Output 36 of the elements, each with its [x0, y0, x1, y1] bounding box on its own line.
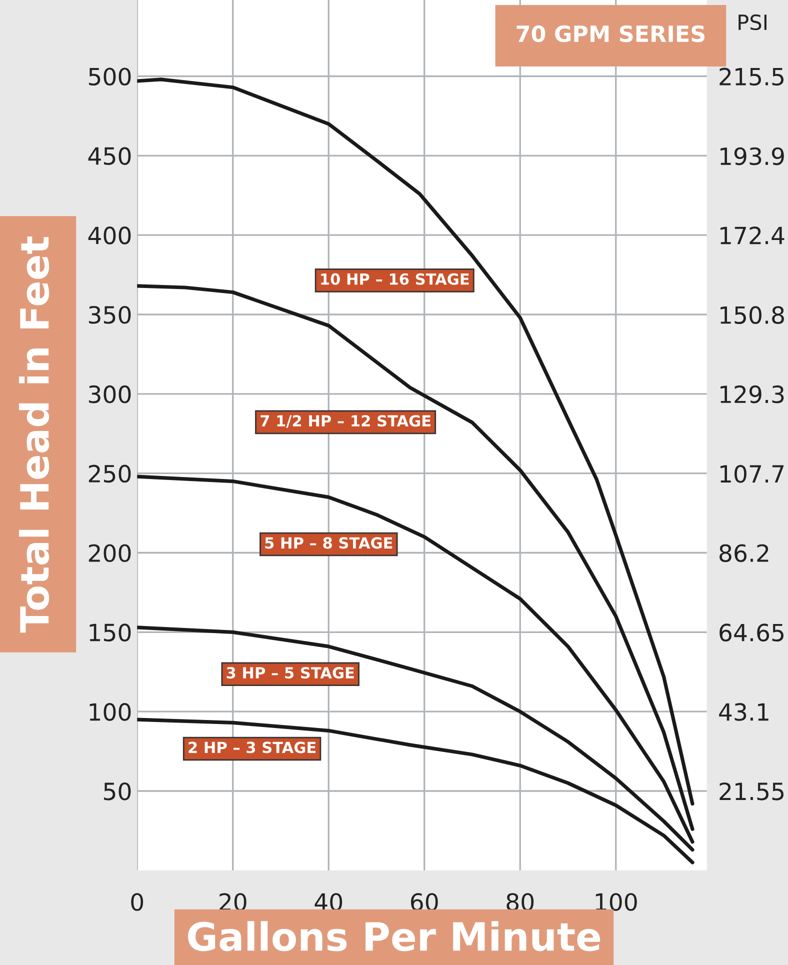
- y-tick-label: 200: [88, 544, 131, 562]
- y2-tick-label: 172.4: [720, 226, 784, 244]
- y-tick-label: 250: [88, 464, 131, 483]
- y2-tick-label: 107.7: [720, 464, 784, 483]
- series-label: 3 HP – 5 STAGE: [226, 667, 354, 679]
- y-tick-label: 100: [90, 703, 131, 721]
- y2-tick-label: 64.65: [720, 624, 784, 642]
- series-label: 10 HP – 16 STAGE: [321, 273, 469, 285]
- y2-tick-label: 150.8: [720, 306, 784, 324]
- line-series: [137, 284, 694, 831]
- series-label: 7 1/2 HP – 12 STAGE: [260, 415, 430, 428]
- y-axis-title: Total Head in Feet: [19, 236, 50, 633]
- y-tick-label: 500: [89, 68, 131, 86]
- y-tick-label: 400: [88, 226, 131, 244]
- series-label: 5 HP – 8 STAGE: [265, 537, 392, 549]
- y2-tick-label: 129.3: [720, 385, 784, 404]
- y-tick-label: 350: [88, 306, 131, 324]
- line-series: [137, 78, 694, 806]
- series-label: 2 HP – 3 STAGE: [188, 742, 316, 754]
- y-tick-label: 150: [90, 624, 131, 642]
- y2-axis-title: PSI: [738, 14, 766, 30]
- x-tick-label: 0: [131, 893, 144, 911]
- x-tick-label: 100: [596, 893, 637, 911]
- y-tick-label: 50: [104, 782, 131, 800]
- y2-tick-label: 21.55: [720, 782, 784, 800]
- y2-tick-label: 86.2: [720, 544, 768, 562]
- x-axis-title: Gallons Per Minute: [188, 921, 600, 952]
- y2-tick-label: 215.5: [720, 68, 784, 86]
- line-series: [137, 474, 694, 844]
- text: 70 GPM SERIES: [516, 25, 704, 42]
- y-tick-label: 450: [88, 147, 131, 165]
- y2-tick-label: 43.1: [719, 703, 768, 721]
- y2-tick-label: 193.9: [720, 147, 784, 166]
- y-tick-label: 300: [88, 385, 131, 404]
- line-series: [137, 718, 694, 864]
- line-series: [137, 626, 694, 852]
